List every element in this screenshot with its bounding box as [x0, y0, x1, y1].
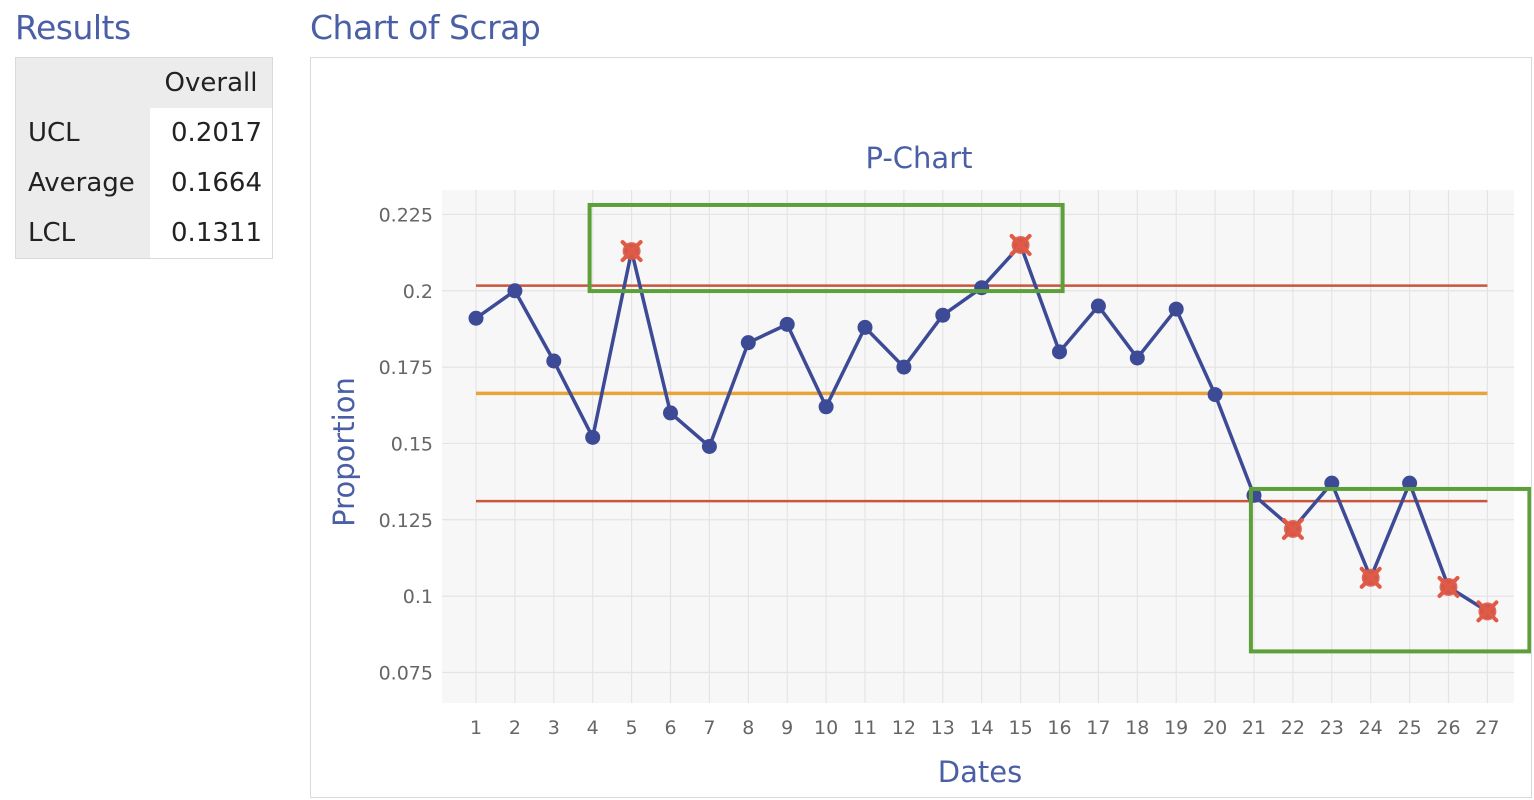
x-tick-label: 11 [853, 717, 877, 739]
chart-panel-title: Chart of Scrap [310, 8, 541, 47]
x-tick-label: 20 [1203, 717, 1227, 739]
x-tick-label: 17 [1086, 717, 1110, 739]
x-tick-label: 10 [814, 717, 838, 739]
p-chart: 1 2 3 4 5 6 7 8 9 10 11 12 13 14 15 16 17 18 19 20 21 22 23 24 2… [327, 141, 1531, 789]
out-of-control-cross [1476, 600, 1499, 623]
results-row-average: Average 0.1664 [15, 158, 273, 208]
out-of-control-marker [1476, 600, 1499, 623]
data-point [896, 359, 912, 375]
x-tick-label: 23 [1320, 717, 1344, 739]
x-tick-label: 12 [892, 717, 916, 739]
results-row-lcl: LCL 0.1311 [15, 208, 273, 259]
out-of-control-marker [1359, 566, 1382, 589]
results-header-row: Overall [15, 57, 273, 108]
out-of-control-cross [1281, 517, 1304, 540]
x-tick-label: 15 [1009, 717, 1033, 739]
marker-layer [468, 233, 1499, 623]
x-tick-label: 9 [781, 717, 793, 739]
results-row-label: LCL [15, 208, 150, 259]
data-point [663, 405, 678, 421]
x-tick-label: 1 [470, 717, 482, 739]
results-row-value: 0.1664 [150, 158, 273, 208]
highlight-box [1248, 486, 1531, 654]
plot-background [442, 190, 1514, 703]
x-tick-label: 27 [1475, 717, 1499, 739]
x-axis-title: Dates [938, 755, 1022, 789]
x-tick-label: 14 [970, 717, 994, 739]
x-tick-label: 7 [703, 717, 715, 739]
y-tick-label: 0.15 [391, 433, 433, 455]
grid-layer [442, 190, 1514, 703]
results-title: Results [15, 8, 131, 47]
results-row-label: Average [15, 158, 150, 208]
x-tick-label: 25 [1398, 717, 1422, 739]
out-of-control-marker [1437, 575, 1460, 598]
data-point [1207, 387, 1223, 403]
data-point [818, 399, 834, 415]
x-tick-label: 21 [1242, 717, 1266, 739]
data-point [1168, 301, 1184, 317]
y-tick-label: 0.1 [403, 586, 433, 608]
out-of-control-cross [1437, 575, 1460, 598]
data-point [935, 307, 951, 323]
results-row-ucl: UCL 0.2017 [15, 108, 273, 158]
chart-title: P-Chart [865, 141, 972, 175]
x-tick-label: 13 [931, 717, 955, 739]
data-point [701, 439, 717, 454]
data-point [546, 353, 562, 369]
x-tick-label: 4 [587, 717, 599, 739]
x-tick-label: 19 [1164, 717, 1188, 739]
data-point [1324, 475, 1340, 491]
out-of-control-cross [1359, 566, 1382, 589]
data-point [857, 319, 873, 335]
out-of-control-marker [620, 240, 643, 263]
y-tick-label: 0.125 [379, 510, 433, 532]
data-point [468, 310, 484, 326]
data-point [779, 316, 795, 332]
data-point [585, 429, 601, 445]
data-point [1129, 350, 1145, 366]
chart-panel: 1 2 3 4 5 6 7 8 9 10 11 12 13 14 15 16 17 18 19 20 21 22 23 24 2… [310, 57, 1532, 798]
y-tick-label: 0.175 [379, 357, 433, 379]
highlight-box [587, 202, 1065, 294]
data-point [740, 335, 756, 351]
results-column-header: Overall [150, 57, 273, 108]
data-point [507, 283, 523, 299]
x-tick-label: 16 [1047, 717, 1071, 739]
out-of-control-cross [1009, 233, 1032, 256]
y-tick-label: 0.075 [379, 662, 433, 684]
tick-layer: 1 2 3 4 5 6 7 8 9 10 11 12 13 14 15 16 17 18 19 20 21 22 23 24 2… [379, 204, 1500, 739]
y-tick-label: 0.225 [379, 204, 433, 226]
x-tick-label: 18 [1125, 717, 1149, 739]
data-point [1052, 344, 1067, 360]
out-of-control-cross [620, 240, 643, 263]
y-axis-title: Proportion [327, 377, 361, 527]
x-tick-label: 22 [1281, 717, 1305, 739]
x-tick-label: 26 [1436, 717, 1460, 739]
data-point [1090, 298, 1106, 314]
x-tick-label: 5 [626, 717, 638, 739]
x-tick-label: 2 [509, 717, 521, 739]
highlight-layer [587, 202, 1531, 654]
y-tick-label: 0.2 [403, 281, 433, 303]
x-tick-label: 6 [664, 717, 676, 739]
results-corner-cell [15, 57, 150, 108]
data-point [1402, 475, 1418, 491]
results-table: Overall UCL 0.2017 Average 0.1664 LCL 0.… [15, 57, 273, 259]
x-tick-label: 8 [742, 717, 754, 739]
results-row-value: 0.1311 [150, 208, 273, 259]
results-row-label: UCL [15, 108, 150, 158]
x-tick-label: 3 [548, 717, 560, 739]
out-of-control-marker [1009, 233, 1032, 256]
out-of-control-marker [1281, 517, 1304, 540]
results-row-value: 0.2017 [150, 108, 273, 158]
x-tick-label: 24 [1359, 717, 1383, 739]
